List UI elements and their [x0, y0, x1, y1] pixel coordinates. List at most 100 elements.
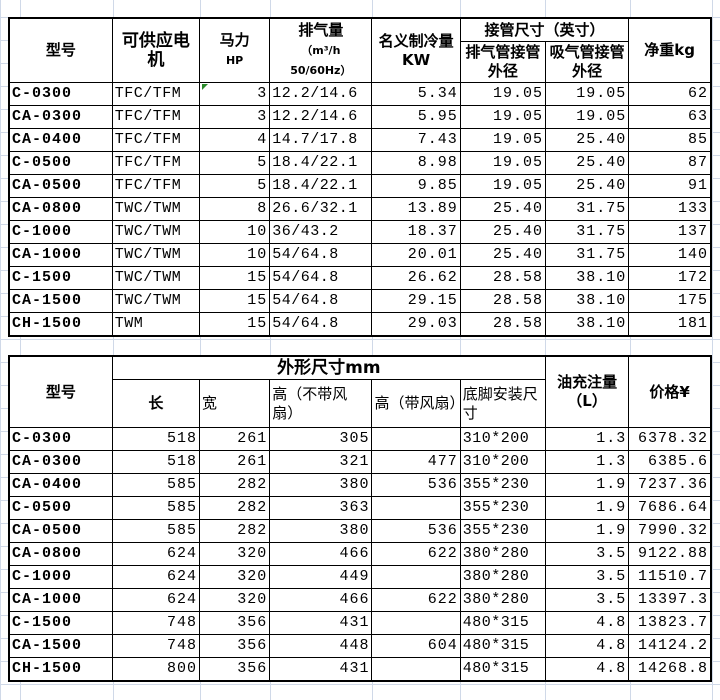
cell-model[interactable]: CA-0400 [8, 128, 113, 152]
cell-weight[interactable]: 181 [628, 312, 712, 337]
cell-hp[interactable]: 3 [199, 105, 271, 129]
cell-weight[interactable]: 85 [628, 128, 712, 152]
cell-model[interactable]: CA-1000 [8, 588, 113, 612]
cell-motor[interactable]: TWM [111, 312, 201, 337]
header-model[interactable]: 型号 [8, 355, 113, 428]
cell-mount[interactable]: 480*315 [459, 611, 546, 635]
cell-length[interactable]: 518 [111, 450, 201, 474]
cell-suction[interactable]: 25.40 [544, 174, 630, 198]
cell-motor[interactable]: TFC/TFM [111, 174, 201, 198]
cell-length[interactable]: 800 [111, 657, 201, 682]
cell-motor[interactable]: TWC/TWM [111, 266, 201, 290]
cell-height-nofan[interactable]: 380 [269, 519, 373, 543]
cell-height-fan[interactable] [371, 427, 461, 451]
cell-motor[interactable]: TWC/TWM [111, 243, 201, 267]
cell-cooling[interactable]: 18.37 [371, 220, 461, 244]
cell-length[interactable]: 748 [111, 611, 201, 635]
cell-mount[interactable]: 380*280 [459, 588, 546, 612]
cell-mount[interactable]: 310*200 [459, 427, 546, 451]
cell-oil[interactable]: 1.9 [544, 519, 630, 543]
cell-length[interactable]: 624 [111, 565, 201, 589]
header-displacement[interactable]: 排气量 （m³/h 50/60Hz） [269, 17, 373, 83]
cell-model[interactable]: CA-0500 [8, 174, 113, 198]
header-dims-group[interactable]: 外形尺寸mm [111, 355, 546, 380]
cell-suction[interactable]: 25.40 [544, 128, 630, 152]
cell-weight[interactable]: 87 [628, 151, 712, 175]
cell-width[interactable]: 282 [199, 496, 271, 520]
cell-model[interactable]: C-0300 [8, 427, 113, 451]
cell-cooling[interactable]: 20.01 [371, 243, 461, 267]
cell-length[interactable]: 748 [111, 634, 201, 658]
cell-price[interactable]: 7990.32 [628, 519, 712, 543]
cell-displacement[interactable]: 26.6/32.1 [269, 197, 373, 221]
cell-motor[interactable]: TFC/TFM [111, 82, 201, 106]
cell-width[interactable]: 320 [199, 542, 271, 566]
cell-mount[interactable]: 380*280 [459, 565, 546, 589]
cell-price[interactable]: 6378.32 [628, 427, 712, 451]
header-height-fan[interactable]: 高（带风扇） [371, 379, 461, 428]
cell-height-fan[interactable]: 622 [371, 542, 461, 566]
cell-hp[interactable]: 10 [199, 243, 271, 267]
cell-motor[interactable]: TWC/TWM [111, 220, 201, 244]
cell-price[interactable]: 11510.7 [628, 565, 712, 589]
cell-price[interactable]: 6385.6 [628, 450, 712, 474]
cell-mount[interactable]: 355*230 [459, 519, 546, 543]
cell-suction[interactable]: 31.75 [544, 243, 630, 267]
cell-model[interactable]: CA-0300 [8, 105, 113, 129]
header-cooling[interactable]: 名义制冷量KW [371, 17, 461, 83]
header-price[interactable]: 价格¥ [628, 355, 712, 428]
cell-suction[interactable]: 19.05 [544, 105, 630, 129]
cell-height-nofan[interactable]: 466 [269, 588, 373, 612]
cell-displacement[interactable]: 18.4/22.1 [269, 151, 373, 175]
cell-displacement[interactable]: 18.4/22.1 [269, 174, 373, 198]
cell-mount[interactable]: 480*315 [459, 634, 546, 658]
cell-discharge[interactable]: 19.05 [459, 128, 546, 152]
cell-suction[interactable]: 19.05 [544, 82, 630, 106]
cell-displacement[interactable]: 54/64.8 [269, 312, 373, 337]
cell-suction[interactable]: 31.75 [544, 197, 630, 221]
cell-width[interactable]: 356 [199, 634, 271, 658]
header-length[interactable]: 长 [111, 379, 201, 428]
cell-height-fan[interactable]: 477 [371, 450, 461, 474]
cell-oil[interactable]: 4.8 [544, 634, 630, 658]
cell-oil[interactable]: 3.5 [544, 542, 630, 566]
cell-discharge[interactable]: 25.40 [459, 197, 546, 221]
cell-price[interactable]: 14124.2 [628, 634, 712, 658]
cell-displacement[interactable]: 12.2/14.6 [269, 105, 373, 129]
cell-model[interactable]: CA-1000 [8, 243, 113, 267]
cell-hp[interactable]: 5 [199, 151, 271, 175]
cell-model[interactable]: C-0500 [8, 496, 113, 520]
cell-model[interactable]: CA-0400 [8, 473, 113, 497]
cell-displacement[interactable]: 36/43.2 [269, 220, 373, 244]
header-discharge[interactable]: 排气管接管外径 [459, 41, 546, 83]
cell-model[interactable]: CA-0800 [8, 197, 113, 221]
cell-length[interactable]: 624 [111, 588, 201, 612]
cell-hp[interactable]: 15 [199, 289, 271, 313]
cell-cooling[interactable]: 7.43 [371, 128, 461, 152]
cell-model[interactable]: C-1500 [8, 266, 113, 290]
cell-displacement[interactable]: 14.7/17.8 [269, 128, 373, 152]
cell-motor[interactable]: TFC/TFM [111, 151, 201, 175]
cell-height-fan[interactable]: 622 [371, 588, 461, 612]
cell-width[interactable]: 356 [199, 657, 271, 682]
header-pipe-group[interactable]: 接管尺寸（英寸） [459, 17, 630, 42]
cell-cooling[interactable]: 8.98 [371, 151, 461, 175]
cell-model[interactable]: CA-0800 [8, 542, 113, 566]
cell-weight[interactable]: 63 [628, 105, 712, 129]
cell-oil[interactable]: 3.5 [544, 565, 630, 589]
cell-width[interactable]: 261 [199, 450, 271, 474]
cell-height-nofan[interactable]: 431 [269, 611, 373, 635]
cell-model[interactable]: CA-0300 [8, 450, 113, 474]
cell-height-nofan[interactable]: 363 [269, 496, 373, 520]
cell-model[interactable]: C-1000 [8, 220, 113, 244]
header-weight[interactable]: 净重kg [628, 17, 712, 83]
cell-suction[interactable]: 31.75 [544, 220, 630, 244]
cell-discharge[interactable]: 19.05 [459, 151, 546, 175]
cell-height-fan[interactable] [371, 496, 461, 520]
cell-price[interactable]: 7237.36 [628, 473, 712, 497]
cell-hp[interactable]: 15 [199, 266, 271, 290]
cell-discharge[interactable]: 25.40 [459, 243, 546, 267]
cell-mount[interactable]: 480*315 [459, 657, 546, 682]
cell-height-nofan[interactable]: 448 [269, 634, 373, 658]
cell-model[interactable]: C-0500 [8, 151, 113, 175]
